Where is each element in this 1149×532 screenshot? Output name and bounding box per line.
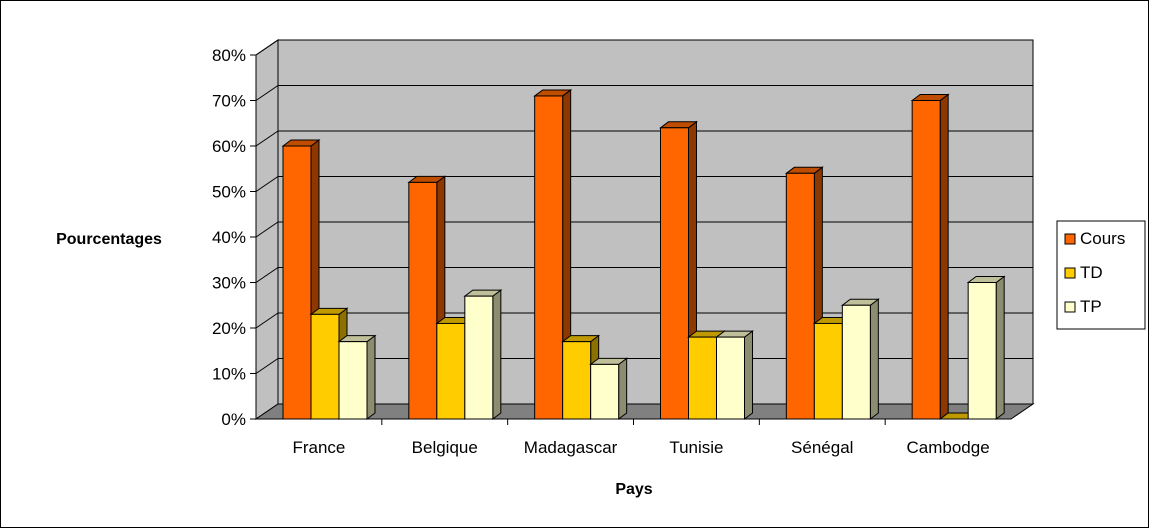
bar-front bbox=[841, 304, 871, 420]
y-tick-label: 80% bbox=[212, 46, 246, 65]
bar-tp-0 bbox=[337, 334, 377, 420]
bar-front bbox=[688, 336, 717, 420]
bar-front bbox=[590, 363, 620, 420]
y-tick-label: 50% bbox=[212, 183, 246, 202]
x-tick-label: Belgique bbox=[412, 438, 478, 457]
legend-swatch-td bbox=[1064, 267, 1076, 279]
bar-tp-1 bbox=[463, 289, 503, 420]
bar-front bbox=[813, 322, 843, 420]
bar-cours-5 bbox=[910, 93, 950, 420]
y-tick-label: 70% bbox=[212, 92, 246, 111]
gridline-side bbox=[255, 85, 279, 101]
legend: Cours TD TP bbox=[1056, 220, 1146, 330]
legend-swatch-tp bbox=[1064, 301, 1076, 313]
axes bbox=[250, 54, 1011, 425]
bar-front bbox=[464, 295, 494, 420]
x-tick-label: Madagascar bbox=[524, 438, 618, 457]
bar-front bbox=[562, 341, 592, 420]
gridline-side bbox=[255, 267, 279, 283]
y-axis-label: Pourcentages bbox=[56, 231, 162, 248]
y-tick-label: 0% bbox=[221, 410, 246, 429]
bar-side bbox=[869, 298, 879, 420]
bar-tp-3 bbox=[715, 330, 754, 420]
bar-front bbox=[338, 341, 368, 420]
legend-swatch-cours bbox=[1064, 233, 1076, 245]
x-tick-labels: France Belgique Madagascar Tunisie Sénégal Ca… bbox=[292, 438, 989, 457]
gridline-side bbox=[255, 39, 279, 56]
bar-side bbox=[618, 357, 628, 420]
bar-front bbox=[534, 95, 564, 420]
gridline-side bbox=[255, 312, 279, 329]
gridlines bbox=[255, 39, 1033, 374]
bars bbox=[281, 88, 1006, 420]
gridline-side bbox=[255, 176, 279, 192]
bar-side bbox=[492, 289, 502, 420]
x-tick-label: Cambodge bbox=[906, 438, 989, 457]
bar-side bbox=[939, 93, 949, 420]
bar-side bbox=[744, 330, 753, 420]
bar-front bbox=[408, 181, 438, 420]
bar-front bbox=[716, 336, 745, 420]
y-tick-labels: 0% 10% 20% 30% 40% 50% 60% 70% 80% bbox=[212, 46, 246, 429]
bar-tp-4 bbox=[840, 298, 880, 420]
bar-front bbox=[967, 282, 997, 420]
gridline-side bbox=[255, 358, 279, 374]
y-tick-label: 40% bbox=[212, 228, 246, 247]
x-tick-label: Tunisie bbox=[669, 438, 723, 457]
x-tick-label: Sénégal bbox=[791, 438, 853, 457]
y-tick-label: 20% bbox=[212, 319, 246, 338]
y-tick-label: 10% bbox=[212, 365, 246, 384]
x-axis-label: Pays bbox=[615, 481, 652, 498]
bar-tp-5 bbox=[966, 275, 1006, 420]
legend-label-td: TD bbox=[1080, 263, 1103, 282]
bar-tp-2 bbox=[589, 357, 629, 420]
legend-label-tp: TP bbox=[1080, 297, 1102, 316]
bar-front bbox=[785, 172, 815, 420]
bar-front bbox=[282, 145, 312, 420]
bar-front bbox=[436, 322, 466, 420]
gridline-side bbox=[255, 221, 279, 238]
y-tick-label: 60% bbox=[212, 137, 246, 156]
bar-side bbox=[995, 275, 1005, 420]
bar-front bbox=[660, 127, 689, 420]
legend-label-cours: Cours bbox=[1080, 229, 1125, 248]
bar-front bbox=[310, 313, 340, 420]
x-tick-label: France bbox=[292, 438, 345, 457]
bar-front bbox=[911, 100, 941, 420]
y-tick-label: 30% bbox=[212, 274, 246, 293]
bar-cours-2 bbox=[533, 88, 573, 420]
bar-side bbox=[366, 334, 376, 420]
gridline-side bbox=[255, 130, 279, 147]
